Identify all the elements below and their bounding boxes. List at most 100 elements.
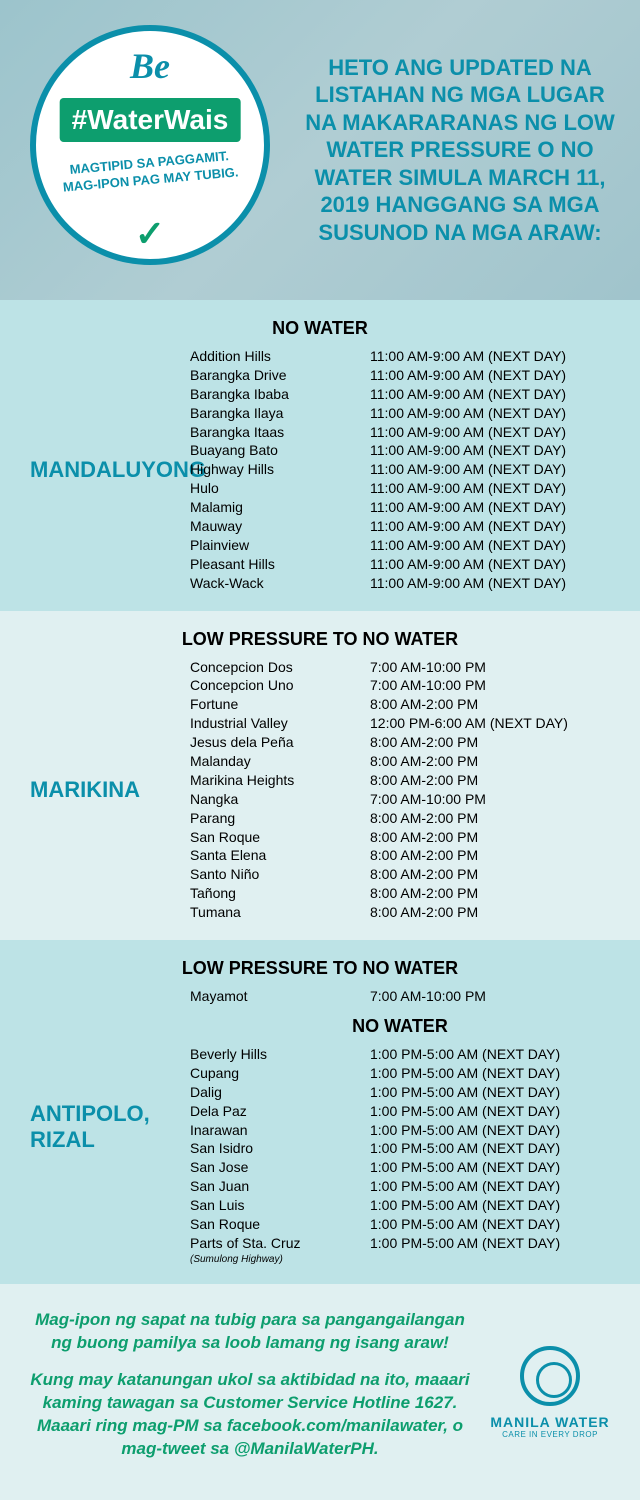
swirl-icon	[520, 1346, 580, 1406]
location: Mauway	[190, 517, 370, 536]
location: Marikina Heights	[190, 771, 370, 790]
list-item: Plainview11:00 AM-9:00 AM (NEXT DAY)	[190, 536, 610, 555]
list-item: Malanday8:00 AM-2:00 PM	[190, 752, 610, 771]
location-note: (Sumulong Highway)	[190, 1253, 370, 1267]
location: Santa Elena	[190, 846, 370, 865]
schedule-time: 11:00 AM-9:00 AM (NEXT DAY)	[370, 366, 610, 385]
list-item: Wack-Wack11:00 AM-9:00 AM (NEXT DAY)	[190, 574, 610, 593]
city-antipolo: ANTIPOLO, RIZAL	[30, 1101, 190, 1153]
section-row: ANTIPOLO, RIZAL Mayamot7:00 AM-10:00 PM …	[30, 987, 610, 1266]
schedule-time: 11:00 AM-9:00 AM (NEXT DAY)	[370, 479, 610, 498]
location: San Roque	[190, 828, 370, 847]
schedule-time: 8:00 AM-2:00 PM	[370, 884, 610, 903]
list-item: Jesus dela Peña8:00 AM-2:00 PM	[190, 733, 610, 752]
schedule-time: 11:00 AM-9:00 AM (NEXT DAY)	[370, 460, 610, 479]
location: Inarawan	[190, 1121, 370, 1140]
list-item: Marikina Heights8:00 AM-2:00 PM	[190, 771, 610, 790]
location: Highway Hills	[190, 460, 370, 479]
location: San Isidro	[190, 1139, 370, 1158]
schedule-time: 1:00 PM-5:00 AM (NEXT DAY)	[370, 1102, 610, 1121]
list-item: Mauway11:00 AM-9:00 AM (NEXT DAY)	[190, 517, 610, 536]
city-marikina: MARIKINA	[30, 777, 190, 803]
schedule-time: 7:00 AM-10:00 PM	[370, 676, 610, 695]
schedule-time: 11:00 AM-9:00 AM (NEXT DAY)	[370, 555, 610, 574]
schedule-time: 1:00 PM-5:00 AM (NEXT DAY)	[370, 1234, 610, 1266]
list-item: Parang8:00 AM-2:00 PM	[190, 809, 610, 828]
list-item: Barangka Ilaya11:00 AM-9:00 AM (NEXT DAY…	[190, 404, 610, 423]
list-item: Santo Niño8:00 AM-2:00 PM	[190, 865, 610, 884]
location: Dalig	[190, 1083, 370, 1102]
list-item: Addition Hills11:00 AM-9:00 AM (NEXT DAY…	[190, 347, 610, 366]
schedule-time: 8:00 AM-2:00 PM	[370, 903, 610, 922]
location: Tañong	[190, 884, 370, 903]
location: Addition Hills	[190, 347, 370, 366]
antipolo-column: Mayamot7:00 AM-10:00 PM NO WATER Beverly…	[190, 987, 610, 1266]
location: Buayang Bato	[190, 441, 370, 460]
list-item: Dalig1:00 PM-5:00 AM (NEXT DAY)	[190, 1083, 610, 1102]
schedule-time: 8:00 AM-2:00 PM	[370, 695, 610, 714]
location: Wack-Wack	[190, 574, 370, 593]
location: Barangka Itaas	[190, 423, 370, 442]
section-title-nowater: NO WATER	[190, 1016, 610, 1037]
footer: Mag-ipon ng sapat na tubig para sa panga…	[0, 1284, 640, 1500]
badge-hashtag: #WaterWais	[60, 98, 241, 142]
list-item: Barangka Ibaba11:00 AM-9:00 AM (NEXT DAY…	[190, 385, 610, 404]
city-mandaluyong: MANDALUYONG	[30, 457, 190, 483]
list-item: San Roque8:00 AM-2:00 PM	[190, 828, 610, 847]
list-item: Concepcion Dos7:00 AM-10:00 PM	[190, 658, 610, 677]
location: San Juan	[190, 1177, 370, 1196]
list-item: San Isidro1:00 PM-5:00 AM (NEXT DAY)	[190, 1139, 610, 1158]
footer-text: Mag-ipon ng sapat na tubig para sa panga…	[30, 1309, 470, 1475]
location: Tumana	[190, 903, 370, 922]
location: Malamig	[190, 498, 370, 517]
list-item: Barangka Drive11:00 AM-9:00 AM (NEXT DAY…	[190, 366, 610, 385]
section-row: MARIKINA Concepcion Dos7:00 AM-10:00 PMC…	[30, 658, 610, 922]
schedule-time: 1:00 PM-5:00 AM (NEXT DAY)	[370, 1196, 610, 1215]
location: Parang	[190, 809, 370, 828]
schedule-time: 1:00 PM-5:00 AM (NEXT DAY)	[370, 1139, 610, 1158]
antipolo-nw-list: Beverly Hills1:00 PM-5:00 AM (NEXT DAY)C…	[190, 1045, 610, 1266]
schedule-time: 8:00 AM-2:00 PM	[370, 752, 610, 771]
mandaluyong-list: Addition Hills11:00 AM-9:00 AM (NEXT DAY…	[190, 347, 610, 593]
schedule-time: 11:00 AM-9:00 AM (NEXT DAY)	[370, 498, 610, 517]
schedule-time: 1:00 PM-5:00 AM (NEXT DAY)	[370, 1158, 610, 1177]
list-item: Inarawan1:00 PM-5:00 AM (NEXT DAY)	[190, 1121, 610, 1140]
location: Nangka	[190, 790, 370, 809]
location: Industrial Valley	[190, 714, 370, 733]
location: Cupang	[190, 1064, 370, 1083]
list-item: Dela Paz1:00 PM-5:00 AM (NEXT DAY)	[190, 1102, 610, 1121]
list-item: Fortune8:00 AM-2:00 PM	[190, 695, 610, 714]
schedule-time: 11:00 AM-9:00 AM (NEXT DAY)	[370, 404, 610, 423]
list-item: Concepcion Uno7:00 AM-10:00 PM	[190, 676, 610, 695]
schedule-time: 1:00 PM-5:00 AM (NEXT DAY)	[370, 1121, 610, 1140]
list-item: Beverly Hills1:00 PM-5:00 AM (NEXT DAY)	[190, 1045, 610, 1064]
schedule-time: 8:00 AM-2:00 PM	[370, 828, 610, 847]
logo-name: MANILA WATER	[490, 1414, 610, 1430]
location: Pleasant Hills	[190, 555, 370, 574]
location: Parts of Sta. Cruz(Sumulong Highway)	[190, 1234, 370, 1266]
list-item: San Luis1:00 PM-5:00 AM (NEXT DAY)	[190, 1196, 610, 1215]
footer-p1: Mag-ipon ng sapat na tubig para sa panga…	[30, 1309, 470, 1355]
list-item: Tañong8:00 AM-2:00 PM	[190, 884, 610, 903]
schedule-time: 7:00 AM-10:00 PM	[370, 987, 610, 1006]
location: Barangka Ilaya	[190, 404, 370, 423]
location: Santo Niño	[190, 865, 370, 884]
location: Mayamot	[190, 987, 370, 1006]
location: Fortune	[190, 695, 370, 714]
location: Concepcion Dos	[190, 658, 370, 677]
schedule-time: 8:00 AM-2:00 PM	[370, 733, 610, 752]
schedule-time: 11:00 AM-9:00 AM (NEXT DAY)	[370, 423, 610, 442]
location: Plainview	[190, 536, 370, 555]
location: Barangka Drive	[190, 366, 370, 385]
location: San Jose	[190, 1158, 370, 1177]
section-title-nowater: NO WATER	[30, 318, 610, 339]
marikina-section: LOW PRESSURE TO NO WATER MARIKINA Concep…	[0, 611, 640, 940]
schedule-time: 7:00 AM-10:00 PM	[370, 658, 610, 677]
location: Barangka Ibaba	[190, 385, 370, 404]
badge-be: Be	[130, 45, 170, 87]
schedule-time: 8:00 AM-2:00 PM	[370, 846, 610, 865]
schedule-time: 11:00 AM-9:00 AM (NEXT DAY)	[370, 574, 610, 593]
schedule-time: 8:00 AM-2:00 PM	[370, 865, 610, 884]
schedule-time: 1:00 PM-5:00 AM (NEXT DAY)	[370, 1064, 610, 1083]
location: Malanday	[190, 752, 370, 771]
